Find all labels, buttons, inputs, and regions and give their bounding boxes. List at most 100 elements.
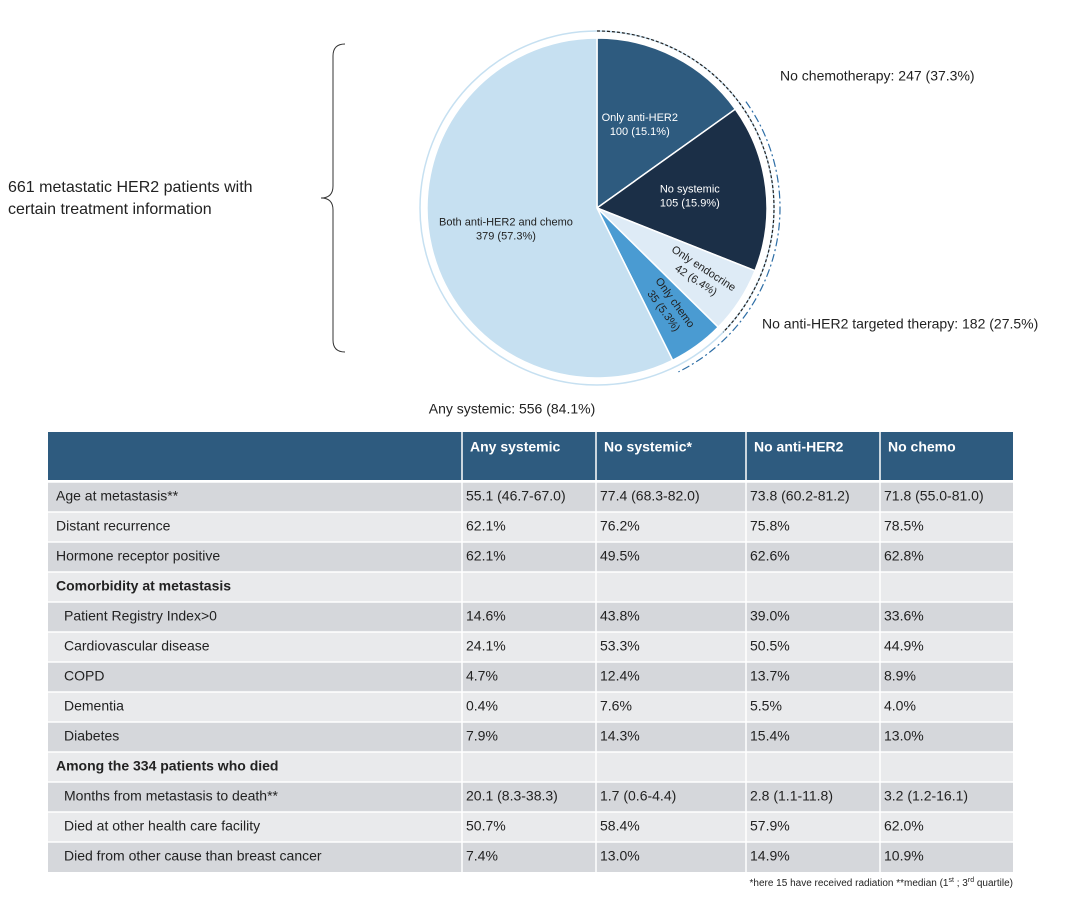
footnote-part: st xyxy=(949,877,955,884)
row-label: Patient Registry Index>0 xyxy=(64,608,217,624)
cell: 0.4% xyxy=(466,698,498,714)
cell: 13.0% xyxy=(884,728,924,744)
cell: 10.9% xyxy=(884,848,924,864)
cell: 71.8 (55.0-81.0) xyxy=(884,488,984,504)
cell: 50.7% xyxy=(466,818,506,834)
cell: 57.9% xyxy=(750,818,790,834)
row-label: Dementia xyxy=(64,698,124,714)
cell: 62.1% xyxy=(466,548,506,564)
cell: 43.8% xyxy=(600,608,640,624)
row-label: Age at metastasis** xyxy=(56,488,179,504)
cell: 77.4 (68.3-82.0) xyxy=(600,488,700,504)
cell: 55.1 (46.7-67.0) xyxy=(466,488,566,504)
cell: 8.9% xyxy=(884,668,916,684)
cell: 78.5% xyxy=(884,518,924,534)
row-label: Distant recurrence xyxy=(56,518,171,534)
table-header xyxy=(48,432,1013,480)
table-row xyxy=(48,782,1013,812)
cell: 4.7% xyxy=(466,668,498,684)
footnote-part: ; 3 xyxy=(954,878,968,889)
slice-label: Both anti-HER2 and chemo 379 (57.3%) xyxy=(439,216,573,242)
table-row xyxy=(48,542,1013,572)
cell: 12.4% xyxy=(600,668,640,684)
cell: 62.8% xyxy=(884,548,924,564)
column-header: Any systemic xyxy=(470,439,560,455)
cell: 14.6% xyxy=(466,608,506,624)
table-row xyxy=(48,602,1013,632)
cell: 53.3% xyxy=(600,638,640,654)
table-row xyxy=(48,752,1013,782)
slice-label: No systemic 105 (15.9%) xyxy=(660,184,720,210)
footnote-part: *here 15 have received radiation **media… xyxy=(749,878,948,889)
table-row xyxy=(48,842,1013,872)
cell: 24.1% xyxy=(466,638,506,654)
table-row xyxy=(48,692,1013,722)
cell: 62.0% xyxy=(884,818,924,834)
column-header: No chemo xyxy=(888,439,956,455)
table-row xyxy=(48,632,1013,662)
cell: 39.0% xyxy=(750,608,790,624)
table-row xyxy=(48,722,1013,752)
cell: 62.6% xyxy=(750,548,790,564)
cell: 15.4% xyxy=(750,728,790,744)
cell: 7.9% xyxy=(466,728,498,744)
pie-slice xyxy=(595,108,768,272)
table-row xyxy=(48,662,1013,692)
cohort-label: certain treatment information xyxy=(8,201,212,218)
row-label: Months from metastasis to death** xyxy=(64,788,279,804)
cell: 73.8 (60.2-81.2) xyxy=(750,488,850,504)
row-label: Diabetes xyxy=(64,728,119,744)
cell: 13.0% xyxy=(600,848,640,864)
cohort-label: 661 metastatic HER2 patients with xyxy=(8,179,253,196)
cell: 14.3% xyxy=(600,728,640,744)
cell: 75.8% xyxy=(750,518,790,534)
row-label: Cardiovascular disease xyxy=(64,638,210,654)
table-row xyxy=(48,482,1013,512)
cell: 5.5% xyxy=(750,698,782,714)
slice-name: Only anti-HER2 xyxy=(602,112,678,124)
cell: 2.8 (1.1-11.8) xyxy=(750,788,833,804)
footnote-part: quartile) xyxy=(974,878,1013,889)
cell: 4.0% xyxy=(884,698,916,714)
row-label: Died from other cause than breast cancer xyxy=(64,848,322,864)
annotation: No anti-HER2 targeted therapy: 182 (27.5… xyxy=(762,316,1038,332)
cell: 7.4% xyxy=(466,848,498,864)
cell: 62.1% xyxy=(466,518,506,534)
cell: 58.4% xyxy=(600,818,640,834)
slice-label: Only anti-HER2 100 (15.1%) xyxy=(602,112,678,138)
row-label: Hormone receptor positive xyxy=(56,548,220,564)
cell: 13.7% xyxy=(750,668,790,684)
annotation: Any systemic: 556 (84.1%) xyxy=(429,401,596,417)
cell: 44.9% xyxy=(884,638,924,654)
cell: 14.9% xyxy=(750,848,790,864)
slice-value: 100 (15.1%) xyxy=(610,126,670,138)
cell: 49.5% xyxy=(600,548,640,564)
slice-name: No systemic xyxy=(660,184,720,196)
cell: 33.6% xyxy=(884,608,924,624)
table-row xyxy=(48,812,1013,842)
footnote-part: rd xyxy=(968,877,974,884)
no-chemo-arc xyxy=(596,30,775,333)
column-header: No systemic* xyxy=(604,439,692,455)
column-header: No anti-HER2 xyxy=(754,439,844,455)
pie-slice xyxy=(426,37,674,379)
section-label: Among the 334 patients who died xyxy=(56,758,278,774)
table-row xyxy=(48,512,1013,542)
cell: 7.6% xyxy=(600,698,632,714)
cell: 50.5% xyxy=(750,638,790,654)
cell: 1.7 (0.6-4.4) xyxy=(600,788,676,804)
slice-name: Both anti-HER2 and chemo xyxy=(439,216,573,228)
annotation: No chemotherapy: 247 (37.3%) xyxy=(780,68,975,84)
brace xyxy=(320,43,346,353)
pie-slice xyxy=(596,37,737,210)
cell: 3.2 (1.2-16.1) xyxy=(884,788,968,804)
table-row xyxy=(48,572,1013,602)
footnote: *here 15 have received radiation **media… xyxy=(749,877,1013,889)
row-label: Died at other health care facility xyxy=(64,818,260,834)
cell: 20.1 (8.3-38.3) xyxy=(466,788,558,804)
slice-value: 105 (15.9%) xyxy=(660,198,720,210)
section-label: Comorbidity at metastasis xyxy=(56,578,231,594)
slice-value: 379 (57.3%) xyxy=(476,230,536,242)
row-label: COPD xyxy=(64,668,104,684)
